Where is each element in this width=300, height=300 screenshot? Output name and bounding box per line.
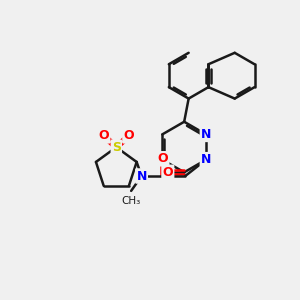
Text: S: S — [112, 141, 121, 154]
Text: O: O — [124, 129, 134, 142]
Text: N: N — [201, 128, 211, 141]
Text: N: N — [201, 153, 211, 166]
Text: N: N — [136, 169, 147, 182]
Text: O: O — [158, 152, 168, 165]
Text: CH₃: CH₃ — [122, 196, 141, 206]
Text: O: O — [98, 129, 109, 142]
Text: O: O — [163, 166, 173, 179]
